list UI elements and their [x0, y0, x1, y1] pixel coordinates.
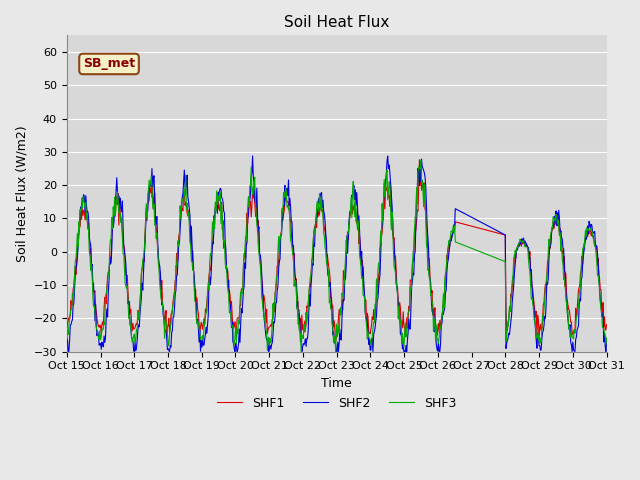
SHF2 [603, 338, 611, 344]
Line: SHF3: SHF3 [67, 160, 607, 351]
SHF1 [63, 325, 70, 331]
SHF3 [298, 348, 305, 354]
Legend: SHF1, SHF2, SHF3: SHF1, SHF2, SHF3 [212, 392, 461, 415]
SHF3 [252, 211, 260, 216]
SHF2 [394, 291, 401, 297]
SHF1 [393, 283, 401, 288]
SHF1 [332, 338, 339, 344]
SHF3 [273, 274, 280, 279]
SHF1 [424, 252, 432, 258]
SHF1 [126, 310, 134, 315]
SHF2 [253, 213, 261, 219]
SHF3 [417, 157, 425, 163]
SHF1 [225, 288, 233, 293]
Title: Soil Heat Flux: Soil Heat Flux [284, 15, 389, 30]
SHF3 [225, 310, 233, 316]
SHF2 [127, 324, 134, 330]
SHF2 [249, 153, 257, 159]
Line: SHF2: SHF2 [67, 156, 607, 351]
SHF2 [424, 235, 432, 240]
Line: SHF1: SHF1 [67, 160, 607, 341]
SHF2 [274, 284, 282, 289]
SHF2 [63, 336, 70, 341]
SHF2 [65, 348, 73, 354]
SHF3 [603, 335, 611, 341]
Y-axis label: Soil Heat Flux (W/m2): Soil Heat Flux (W/m2) [15, 125, 28, 262]
SHF3 [424, 267, 432, 273]
SHF1 [273, 278, 280, 284]
SHF1 [603, 322, 611, 327]
SHF1 [252, 214, 260, 220]
SHF3 [126, 321, 134, 327]
Text: SB_met: SB_met [83, 58, 135, 71]
SHF1 [415, 157, 423, 163]
SHF2 [226, 301, 234, 307]
SHF3 [393, 284, 401, 289]
X-axis label: Time: Time [321, 377, 352, 390]
SHF3 [63, 336, 70, 342]
